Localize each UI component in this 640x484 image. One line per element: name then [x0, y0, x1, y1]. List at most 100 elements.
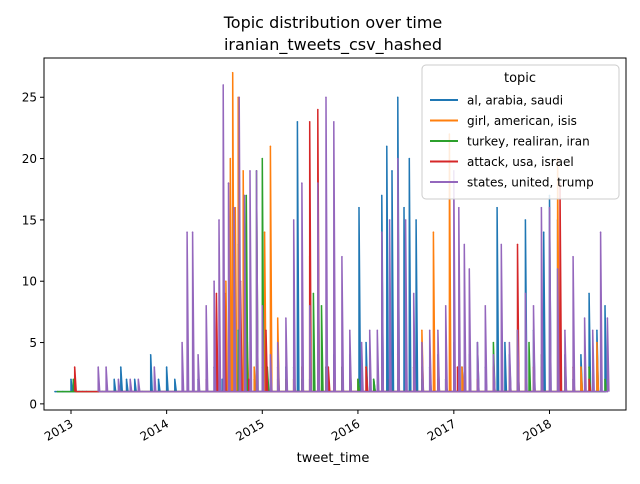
data-point: [186, 231, 188, 233]
data-point: [415, 219, 417, 221]
chart-subtitle: iranian_tweets_csv_hashed: [224, 35, 442, 55]
data-point: [227, 182, 230, 184]
data-point: [129, 378, 132, 381]
data-point: [583, 317, 586, 319]
legend-label: turkey, realiran, iran: [467, 135, 590, 149]
data-point: [540, 206, 543, 209]
data-point: [333, 120, 335, 123]
legend-box: [421, 64, 620, 200]
series-5: [97, 84, 610, 393]
data-point: [606, 317, 609, 319]
data-point: [524, 292, 527, 295]
data-point: [580, 366, 582, 368]
data-point: [285, 317, 287, 319]
data-point: [380, 231, 383, 233]
data-point: [133, 378, 136, 381]
data-point: [591, 329, 594, 332]
legend-label: states, united, trump: [467, 176, 594, 190]
data-point: [231, 71, 234, 74]
x-axis-label: tweet_time: [297, 451, 370, 466]
data-point: [255, 170, 258, 172]
data-point: [385, 145, 388, 148]
data-point: [317, 182, 319, 184]
data-point: [580, 354, 582, 356]
data-point: [225, 280, 227, 283]
data-point: [532, 304, 535, 307]
y-tick-label: 15: [22, 213, 37, 227]
y-tick-label: 20: [22, 152, 37, 166]
plot-frame: [43, 57, 627, 411]
data-point: [263, 231, 266, 233]
data-point: [365, 341, 367, 344]
data-point: [528, 341, 530, 344]
data-point: [484, 304, 487, 307]
data-point: [56, 390, 59, 393]
data-point: [149, 354, 152, 356]
data-point: [173, 378, 176, 381]
data-point: [233, 206, 235, 209]
data-point: [317, 108, 319, 111]
data-point: [516, 329, 519, 332]
data-point: [308, 304, 311, 307]
data-point: [372, 378, 375, 381]
chart-title: Topic distribution over time: [223, 13, 443, 32]
data-point: [604, 378, 606, 381]
data-point: [360, 341, 363, 344]
data-point: [428, 329, 431, 332]
data-point: [403, 206, 405, 209]
data-point: [596, 329, 598, 332]
data-point: [556, 268, 559, 270]
data-point: [408, 157, 411, 160]
data-point: [388, 219, 391, 221]
data-point: [476, 341, 479, 344]
data-point: [349, 329, 351, 332]
data-point: [588, 366, 590, 368]
data-point: [500, 243, 503, 246]
data-point: [596, 341, 598, 344]
data-point: [325, 96, 327, 99]
data-point: [437, 329, 439, 332]
data-point: [247, 378, 250, 381]
legend-entries: al, arabia, saudi girl, american, isis tur…: [430, 94, 594, 190]
data-point: [125, 378, 128, 381]
data-point: [215, 292, 218, 295]
data-point: [599, 231, 602, 233]
data-point: [516, 243, 519, 246]
legend-label: al, arabia, saudi: [467, 94, 563, 108]
data-point: [320, 304, 323, 307]
data-point: [229, 157, 232, 160]
data-point: [119, 366, 122, 368]
data-point: [444, 304, 447, 307]
data-point: [458, 206, 460, 209]
data-point: [564, 329, 566, 332]
data-point: [542, 231, 545, 233]
data-point: [276, 317, 279, 319]
data-point: [153, 366, 156, 368]
data-point: [432, 231, 435, 233]
data-point: [463, 243, 466, 246]
data-point: [396, 96, 399, 99]
data-point: [376, 329, 379, 332]
data-point: [456, 366, 459, 368]
data-point: [113, 378, 116, 381]
data-point: [504, 341, 506, 344]
legend-title: topic: [504, 71, 536, 86]
legend-label: girl, american, isis: [467, 114, 577, 128]
data-point: [365, 366, 367, 368]
data-point: [524, 219, 527, 221]
data-point: [461, 366, 463, 368]
data-point: [404, 219, 407, 221]
y-axis: 0 5 10 15 20 25: [22, 91, 44, 411]
data-point: [588, 378, 590, 381]
data-point: [368, 329, 371, 332]
data-point: [181, 341, 183, 344]
data-point: [421, 329, 423, 332]
data-point: [191, 231, 194, 233]
data-point: [508, 341, 511, 344]
data-point: [238, 96, 241, 99]
y-tick-label: 5: [29, 336, 37, 350]
data-point: [308, 120, 311, 123]
data-point: [468, 268, 471, 270]
data-point: [548, 206, 551, 209]
